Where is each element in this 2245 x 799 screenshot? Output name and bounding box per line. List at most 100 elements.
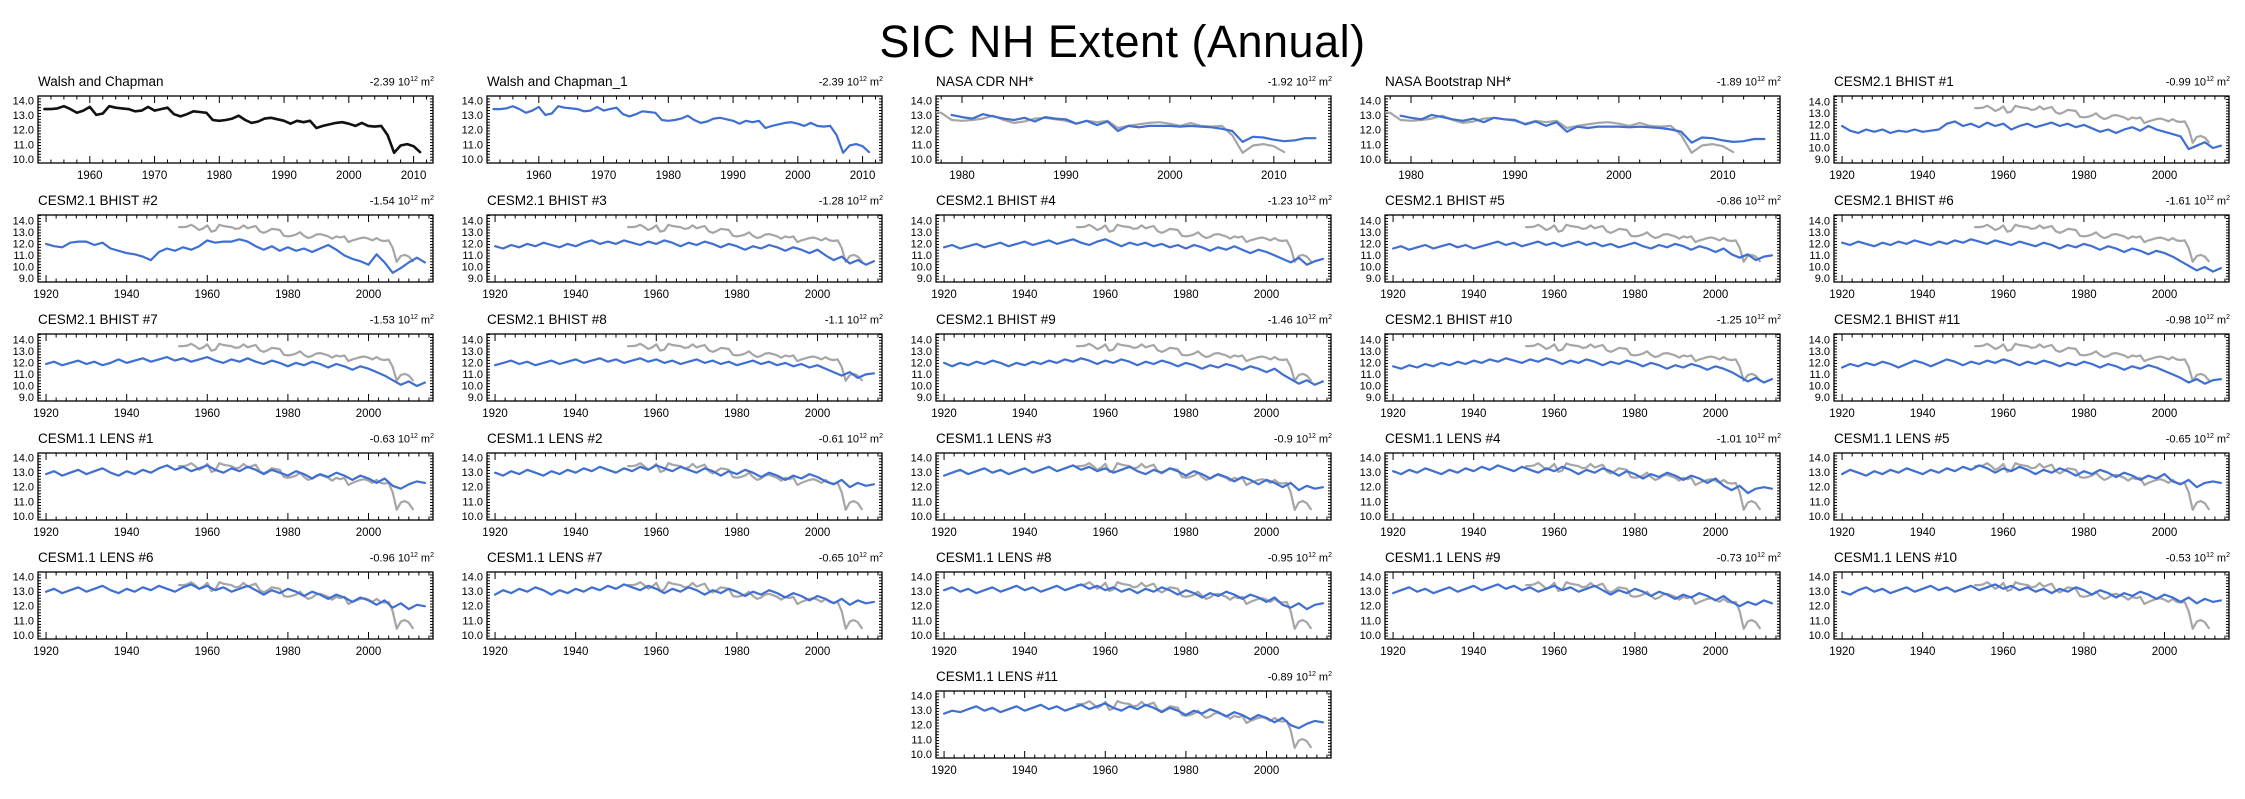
chart-panel: NASA Bootstrap NH* -1.89 1012 m2 1980 1990 2…	[1347, 74, 1796, 193]
series-line-gray	[1974, 462, 2210, 511]
panel-head: CESM2.1 BHIST #5 -0.86 1012 m2	[1347, 193, 1796, 211]
panel-trend: -0.9 1012 m2	[1273, 433, 1332, 446]
y-tick-label: 10.0	[1809, 142, 1830, 154]
panel-trend: -0.53 1012 m2	[2165, 552, 2230, 565]
chart-canvas: 1920 1940 1960 1980 2000 10.0 11.0 12.0 13.0 14.0	[1360, 452, 1781, 539]
y-tick-label: 12.0	[911, 482, 932, 494]
y-tick-label: 14.0	[13, 572, 34, 584]
y-tick-label: 11.0	[1809, 615, 1830, 627]
y-tick-label: 12.0	[13, 357, 34, 369]
chart-panel: CESM1.1 LENS #2 -0.61 1012 m2 1920 1940 1960…	[449, 431, 898, 550]
x-tick-label: 1980	[275, 527, 301, 539]
chart-panel: CESM2.1 BHIST #11 -0.98 1012 m2 1920 1940 19…	[1796, 312, 2245, 431]
y-tick-label: 12.0	[462, 601, 483, 613]
panel-title: CESM2.1 BHIST #6	[1834, 193, 1954, 208]
y-tick-label: 12.0	[1360, 357, 1381, 369]
series-line-gray	[178, 342, 414, 382]
chart-canvas: 1920 1940 1960 1980 2000 10.0 11.0 12.0 13.0 14.0	[462, 571, 883, 658]
x-tick-label: 1980	[1622, 527, 1648, 539]
x-tick-label: 1920	[1380, 646, 1406, 658]
chart-canvas: 1920 1940 1960 1980 2000 9.010.011.012.013.01…	[1809, 214, 2230, 301]
x-tick-label: 2000	[2152, 646, 2178, 658]
y-tick-label: 12.0	[911, 601, 932, 613]
y-tick-label: 13.0	[911, 586, 932, 598]
series-line-gray	[627, 342, 863, 382]
series-line-blue	[1840, 583, 2222, 605]
y-tick-label: 10.0	[462, 380, 483, 392]
y-tick-label: 10.0	[13, 630, 34, 642]
chart-panel: CESM1.1 LENS #4 -1.01 1012 m2 1920 1940 1960…	[1347, 431, 1796, 550]
y-tick-label: 11.0	[1360, 496, 1381, 508]
series-line-blue	[942, 583, 1324, 611]
y-tick-label: 10.0	[462, 154, 483, 166]
panel-trend: -0.99 1012 m2	[2165, 76, 2230, 89]
y-tick-label: 14.0	[1809, 96, 1830, 108]
y-tick-label: 9.0	[917, 273, 932, 285]
chart-panel: CESM1.1 LENS #11 -0.89 1012 m2 1920 1940 196…	[898, 669, 1347, 788]
y-tick-label: 14.0	[911, 453, 932, 465]
x-tick-label: 2010	[1710, 170, 1736, 182]
panel-title: CESM1.1 LENS #11	[936, 669, 1059, 684]
y-tick-label: 10.0	[1360, 630, 1381, 642]
series-line-blue	[44, 356, 426, 388]
series-line-blue	[1840, 464, 2222, 489]
x-tick-label: 2010	[1261, 170, 1287, 182]
y-tick-label: 12.0	[1360, 125, 1381, 137]
y-tick-label: 11.0	[911, 369, 932, 381]
y-tick-label: 13.0	[13, 227, 34, 239]
y-tick-label: 10.0	[13, 261, 34, 273]
y-tick-label: 11.0	[13, 250, 34, 262]
series-line-gray	[1076, 342, 1312, 382]
y-tick-label: 14.0	[462, 572, 483, 584]
y-tick-label: 13.0	[1360, 227, 1381, 239]
x-tick-label: 1960	[1092, 527, 1118, 539]
y-tick-label: 14.0	[462, 215, 483, 227]
y-tick-label: 12.0	[911, 720, 932, 732]
x-tick-label: 1980	[1173, 765, 1199, 777]
x-tick-label: 1960	[1541, 646, 1567, 658]
chart-canvas: 1920 1940 1960 1980 2000 9.010.011.012.013.01…	[1360, 214, 1781, 301]
chart-panel: Walsh and Chapman_1 -2.39 1012 m2 1960 1970…	[449, 74, 898, 193]
x-tick-label: 1960	[194, 646, 220, 658]
x-tick-label: 1920	[1380, 527, 1406, 539]
chart-canvas: 1920 1940 1960 1980 2000 9.010.011.012.013.01…	[462, 214, 883, 301]
y-tick-label: 10.0	[13, 154, 34, 166]
x-tick-label: 1940	[1461, 646, 1487, 658]
series-line-blue	[1391, 464, 1773, 495]
y-tick-label: 9.0	[1815, 392, 1830, 404]
x-tick-label: 1960	[643, 527, 669, 539]
panel-title: CESM2.1 BHIST #10	[1385, 312, 1513, 327]
y-tick-label: 14.0	[1809, 453, 1830, 465]
panel-title: CESM1.1 LENS #6	[38, 550, 154, 565]
x-tick-label: 1960	[1092, 289, 1118, 301]
x-tick-label: 1960	[1092, 646, 1118, 658]
x-tick-label: 1920	[33, 646, 59, 658]
y-tick-label: 12.0	[1809, 119, 1830, 131]
y-tick-label: 10.0	[911, 749, 932, 761]
title-bar: SIC NH Extent (Annual)	[0, 0, 2245, 74]
panel-title: CESM1.1 LENS #5	[1834, 431, 1950, 446]
y-tick-label: 10.0	[911, 261, 932, 273]
x-tick-label: 1940	[563, 646, 589, 658]
panel-trend: -1.25 1012 m2	[1716, 314, 1781, 327]
panel-trend: -1.01 1012 m2	[1716, 433, 1781, 446]
panel-trend: -1.92 1012 m2	[1267, 76, 1332, 89]
y-tick-label: 11.0	[1809, 496, 1830, 508]
series-line-blue	[44, 464, 426, 490]
x-tick-label: 1980	[1173, 408, 1199, 420]
y-tick-label: 11.0	[911, 734, 932, 746]
y-tick-label: 14.0	[1360, 453, 1381, 465]
panel-trend: -0.73 1012 m2	[1716, 552, 1781, 565]
x-tick-label: 1990	[720, 170, 746, 182]
panel-title: CESM2.1 BHIST #7	[38, 312, 158, 327]
series-line-blue	[493, 239, 875, 266]
chart-panel: CESM1.1 LENS #7 -0.65 1012 m2 1920 1940 1960…	[449, 550, 898, 669]
y-tick-label: 14.0	[911, 96, 932, 108]
series-line-blue	[493, 583, 875, 606]
y-tick-label: 10.0	[13, 380, 34, 392]
y-tick-label: 14.0	[1360, 334, 1381, 346]
x-tick-label: 1960	[1541, 289, 1567, 301]
chart-panel: CESM2.1 BHIST #10 -1.25 1012 m2 1920 1940 19…	[1347, 312, 1796, 431]
x-tick-label: 1940	[1910, 408, 1936, 420]
y-tick-label: 13.0	[13, 467, 34, 479]
